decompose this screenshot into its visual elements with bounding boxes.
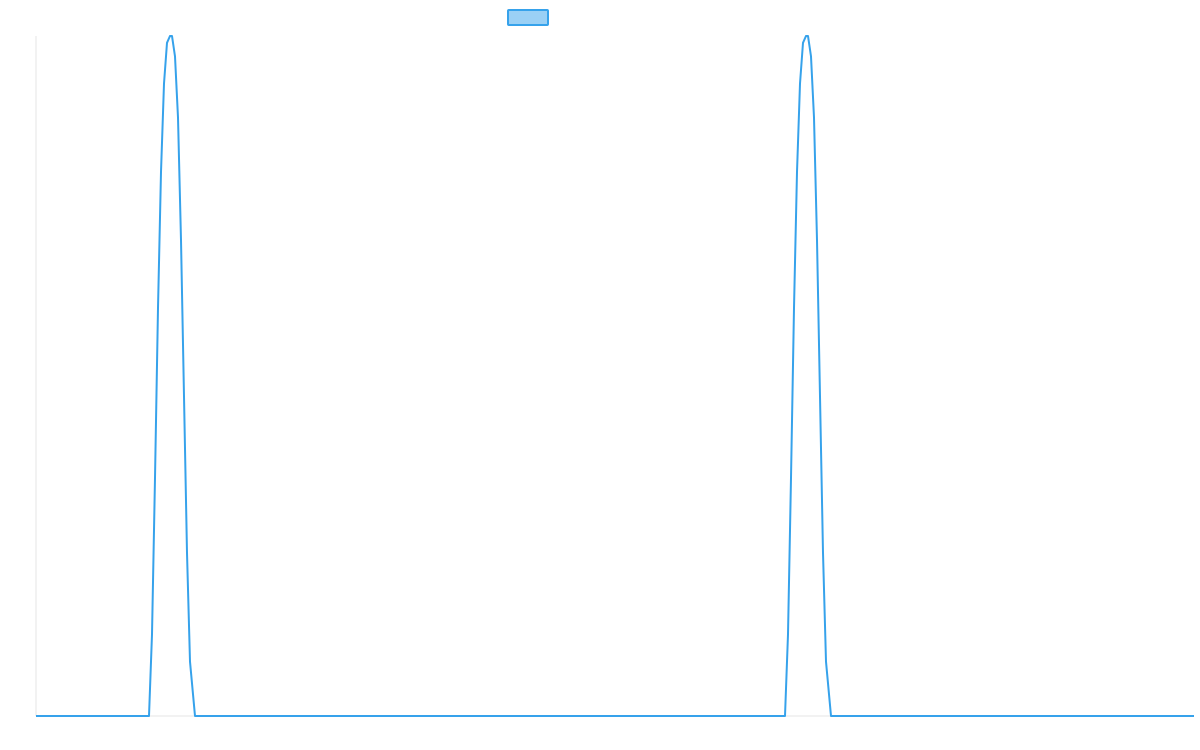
legend[interactable] [507, 9, 549, 26]
legend-swatch-series-1[interactable] [507, 9, 549, 26]
series-line [36, 35, 1194, 717]
